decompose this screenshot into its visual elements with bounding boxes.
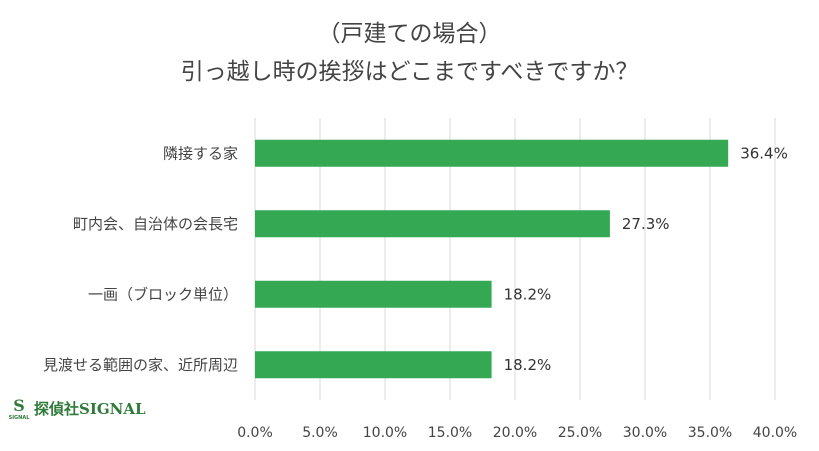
data-label: 18.2% xyxy=(504,356,552,374)
bar xyxy=(255,280,492,308)
bar xyxy=(255,139,729,167)
x-tick-label: 15.0% xyxy=(428,425,472,441)
x-tick-label: 5.0% xyxy=(302,425,338,441)
x-tick-label: 30.0% xyxy=(623,425,667,441)
category-label: 隣接する家 xyxy=(163,144,238,162)
bar xyxy=(255,210,610,238)
x-tick-label: 25.0% xyxy=(558,425,602,441)
signal-logo: S SIGNAL 探偵社SIGNAL xyxy=(8,396,146,420)
logo-text: 探偵社SIGNAL xyxy=(34,399,146,418)
x-tick-label: 35.0% xyxy=(688,425,732,441)
svg-text:S: S xyxy=(13,396,25,415)
data-label: 18.2% xyxy=(504,285,552,303)
x-tick-label: 0.0% xyxy=(237,425,273,441)
svg-text:SIGNAL: SIGNAL xyxy=(9,415,30,420)
x-tick-label: 10.0% xyxy=(363,425,407,441)
x-tick-label: 20.0% xyxy=(493,425,537,441)
category-label: 見渡せる範囲の家、近所周辺 xyxy=(43,356,238,374)
signal-logo-icon: S SIGNAL xyxy=(9,396,30,420)
chart-title-line2: 引っ越し時の挨拶はどこまですべきですか？ xyxy=(180,59,639,85)
bar xyxy=(255,351,492,379)
x-tick-label: 40.0% xyxy=(753,425,797,441)
chart-title-line1: （戸建ての場合） xyxy=(317,21,502,47)
category-label: 町内会、自治体の会長宅 xyxy=(73,215,238,233)
data-label: 27.3% xyxy=(622,215,670,233)
data-label: 36.4% xyxy=(740,144,788,162)
category-label: 一画（ブロック単位） xyxy=(88,285,238,303)
